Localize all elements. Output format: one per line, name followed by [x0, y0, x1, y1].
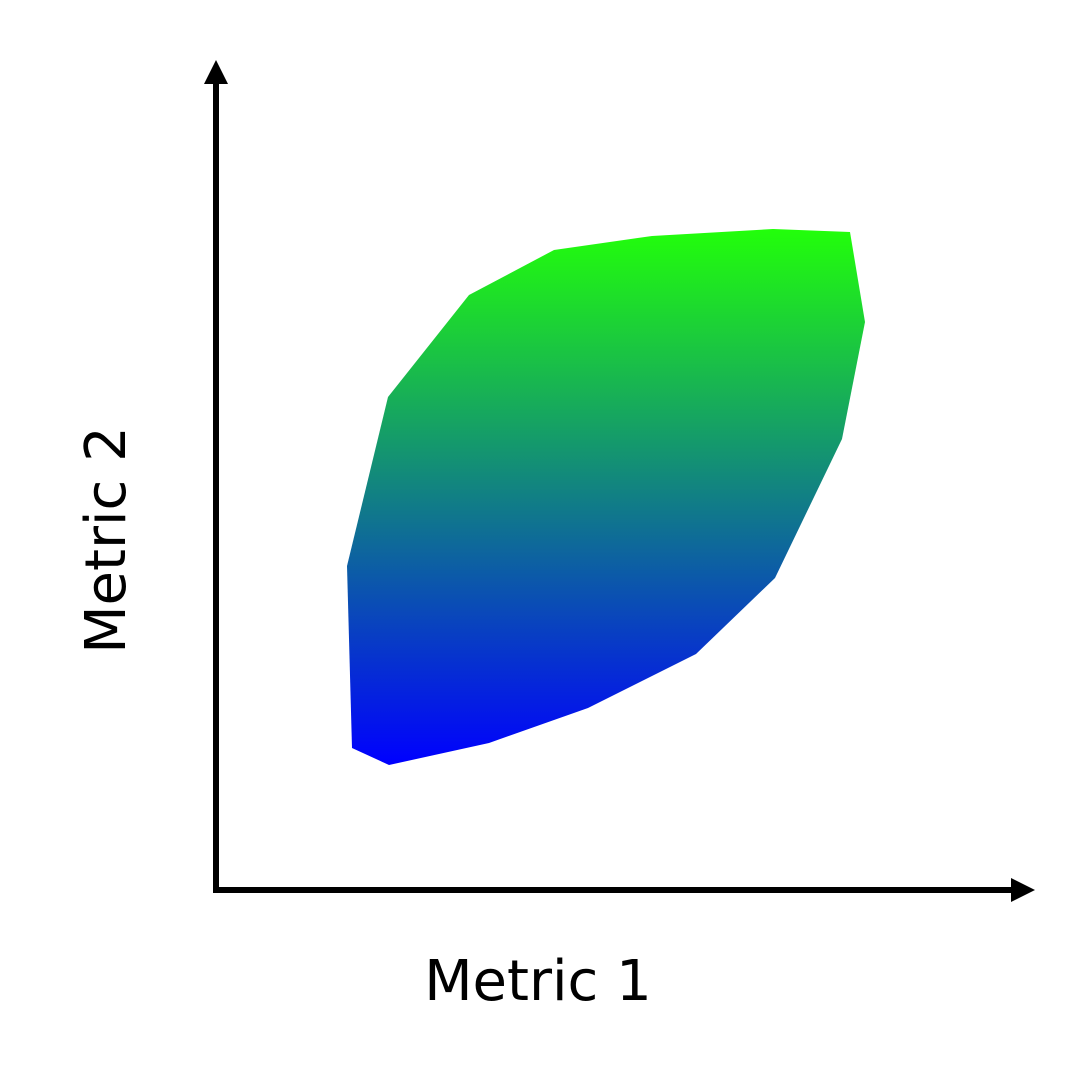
x-axis-arrowhead: [1011, 878, 1035, 902]
y-axis-label: Metric 2: [74, 426, 139, 654]
x-axis-label: Metric 1: [424, 949, 652, 1014]
gradient-region: [347, 229, 865, 765]
y-axis-arrowhead: [204, 60, 228, 84]
